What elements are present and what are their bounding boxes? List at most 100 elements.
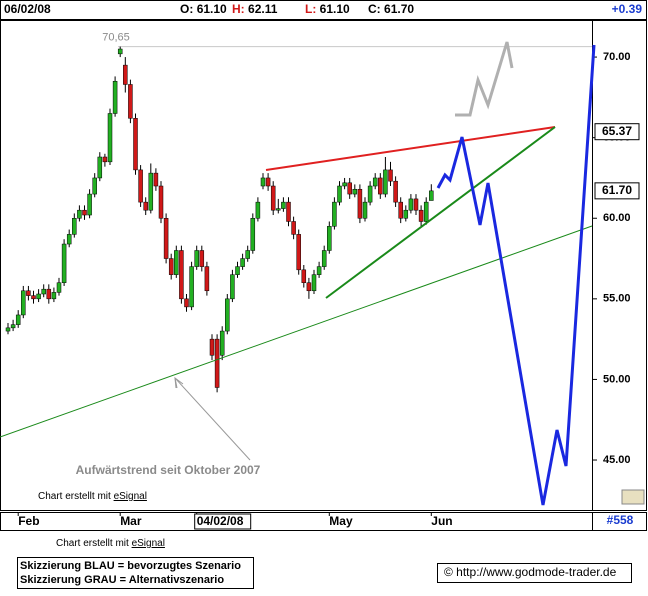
- candle-body: [296, 234, 301, 271]
- candle-body: [179, 250, 184, 300]
- footer-credit-prefix: Chart erstellt mit: [56, 538, 129, 549]
- open-label: O:: [180, 2, 193, 16]
- candle-body: [209, 338, 215, 356]
- candle-body: [10, 324, 16, 329]
- annotation-arrow: [174, 377, 251, 461]
- candle-body: [235, 266, 240, 275]
- y-tick-label: 60.00: [603, 212, 631, 224]
- candle-body: [240, 258, 245, 267]
- support-line: [325, 126, 556, 299]
- price-axis: [592, 20, 647, 511]
- date-box: [194, 513, 252, 530]
- header-high: H: 62.11: [232, 2, 278, 16]
- high-label: H:: [232, 2, 245, 16]
- candle-body: [107, 113, 113, 163]
- candle-body: [204, 266, 210, 292]
- candle-body: [102, 156, 108, 163]
- candle-body: [301, 269, 307, 283]
- candle-body: [199, 250, 205, 267]
- grey-scenario: [455, 41, 514, 117]
- x-tick-label: Feb: [18, 514, 39, 528]
- high: 62.11: [248, 2, 278, 16]
- candle-body: [153, 172, 159, 187]
- header-bar: [0, 0, 647, 20]
- bar-count: #558: [607, 513, 634, 527]
- candle-body: [316, 266, 322, 275]
- candle-body: [82, 209, 87, 216]
- header-low: L: 61.10: [305, 2, 350, 16]
- candle-body: [168, 258, 174, 275]
- candle-body: [306, 282, 312, 292]
- candle-body: [332, 201, 337, 227]
- candle-body: [347, 182, 352, 195]
- header-close: C: 61.70: [368, 2, 414, 16]
- time-axis: [0, 512, 647, 531]
- candle-body: [117, 48, 123, 55]
- candle-body: [41, 288, 46, 295]
- candle-body: [112, 80, 118, 114]
- candle-body: [51, 292, 57, 300]
- candle-body: [265, 177, 271, 187]
- candle-body: [337, 185, 342, 203]
- candle-body: [194, 250, 199, 267]
- candle-body: [260, 177, 266, 187]
- credit-prefix: Chart erstellt mit: [38, 491, 111, 502]
- legend-box: [17, 557, 254, 589]
- footer-credit-link[interactable]: eSignal: [132, 538, 165, 549]
- open: 61.10: [197, 2, 227, 16]
- candle-body: [214, 338, 220, 388]
- candle-body: [66, 234, 72, 245]
- candle-body: [26, 290, 31, 296]
- candle-body: [148, 172, 154, 211]
- candle-body: [286, 201, 291, 222]
- candle-body: [270, 185, 276, 211]
- candle-body: [276, 208, 281, 211]
- price-marker-box: [594, 123, 640, 141]
- candle-body: [367, 185, 373, 203]
- candle-body: [413, 198, 419, 211]
- bar-count-box: [592, 512, 647, 531]
- y-tick-label: 70.00: [603, 51, 631, 63]
- candle-body: [56, 282, 62, 293]
- candle-body: [143, 201, 148, 211]
- arrow-head: [174, 376, 184, 389]
- candle-body: [189, 266, 194, 308]
- candle-body: [291, 221, 296, 235]
- candle-body: [128, 84, 133, 119]
- candle-body: [225, 298, 230, 332]
- candle-body: [36, 293, 41, 300]
- candle-body: [321, 250, 327, 267]
- y-tick-label: 55.00: [603, 293, 631, 305]
- candles: [5, 46, 434, 393]
- candle-body: [245, 250, 250, 259]
- candle-body: [92, 177, 97, 195]
- x-tick-label: May: [329, 514, 353, 528]
- candle-body: [77, 209, 82, 219]
- candle-body: [403, 209, 409, 219]
- candle-body: [408, 198, 414, 211]
- candle-body: [357, 188, 363, 219]
- close-label: C:: [368, 2, 381, 16]
- x-tick-label: 04/02/08: [197, 514, 244, 528]
- candle-body: [250, 218, 256, 251]
- header-date: 06/02/08: [4, 2, 51, 16]
- copyright: © http://www.godmode-trader.de: [444, 565, 617, 579]
- resistance-line: [265, 126, 556, 171]
- icon: [621, 489, 645, 505]
- candle-body: [255, 201, 261, 219]
- high-label: 70,65: [102, 32, 130, 44]
- candle-body: [230, 274, 235, 300]
- x-tick-label: Mar: [120, 514, 142, 528]
- price-marker-label: 61.70: [602, 183, 632, 197]
- candle-body: [163, 218, 169, 259]
- credit-link[interactable]: eSignal: [114, 491, 147, 502]
- candle-body: [158, 185, 164, 219]
- candle-body: [138, 169, 143, 203]
- close: 61.70: [384, 2, 414, 16]
- candle-body: [378, 177, 383, 195]
- candle-body: [5, 327, 11, 332]
- candle-body: [46, 288, 52, 300]
- candle-body: [123, 64, 128, 85]
- candle-body: [352, 188, 358, 195]
